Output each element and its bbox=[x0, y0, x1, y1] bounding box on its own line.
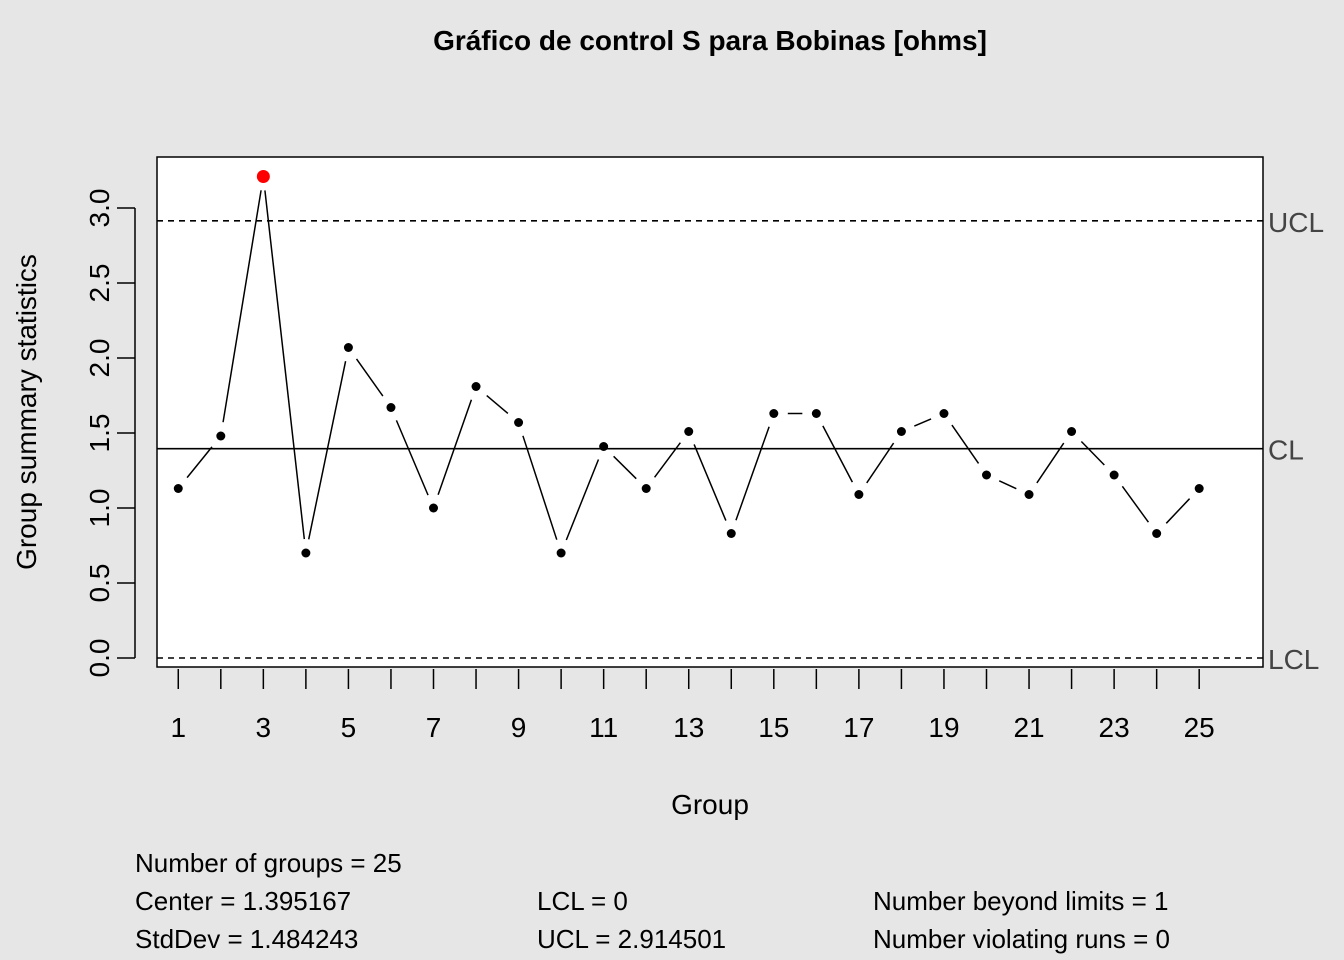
data-point bbox=[896, 427, 906, 436]
series-segment bbox=[522, 435, 558, 540]
series-segment bbox=[395, 420, 429, 496]
series-segment bbox=[437, 399, 473, 496]
series-segment bbox=[653, 442, 681, 478]
stats-lcl: LCL = 0 bbox=[537, 886, 628, 916]
y-tick-label: 1.0 bbox=[84, 489, 115, 528]
series-segment bbox=[1121, 485, 1150, 523]
x-tick-label: 23 bbox=[1099, 712, 1130, 743]
y-tick-label: 1.5 bbox=[84, 414, 115, 453]
series-segment bbox=[914, 418, 932, 427]
stats-stddev: StdDev = 1.484243 bbox=[135, 924, 359, 954]
series-segment bbox=[355, 358, 384, 397]
data-point bbox=[939, 409, 949, 418]
y-tick-label: 0.5 bbox=[84, 564, 115, 603]
series-segment bbox=[613, 455, 637, 480]
series-segment bbox=[222, 190, 262, 423]
x-tick-label: 21 bbox=[1013, 712, 1044, 743]
x-axis-label: Group bbox=[671, 789, 749, 820]
x-tick-label: 11 bbox=[589, 712, 618, 743]
data-point bbox=[556, 548, 566, 558]
cl-label: CL bbox=[1268, 435, 1304, 466]
data-point bbox=[641, 484, 651, 493]
y-tick-label: 2.0 bbox=[84, 339, 115, 378]
y-tick-label: 0.0 bbox=[84, 639, 115, 678]
x-tick-label: 7 bbox=[426, 712, 442, 743]
ucl-label: UCL bbox=[1268, 207, 1324, 238]
data-point bbox=[514, 418, 524, 427]
data-point bbox=[343, 343, 353, 352]
series-segment bbox=[264, 190, 306, 540]
lcl-label: LCL bbox=[1268, 644, 1319, 675]
x-tick-label: 15 bbox=[758, 712, 789, 743]
plot-panel bbox=[156, 156, 1264, 668]
x-tick-label: 3 bbox=[256, 712, 272, 743]
data-point bbox=[684, 427, 694, 436]
data-point bbox=[811, 409, 821, 418]
series-segment bbox=[307, 361, 347, 540]
data-point bbox=[471, 382, 481, 391]
stats-violating-runs: Number violating runs = 0 bbox=[873, 924, 1170, 954]
stats-groups: Number of groups = 25 bbox=[135, 848, 402, 878]
series-segment bbox=[693, 444, 727, 521]
data-point bbox=[1194, 484, 1204, 493]
x-tick-label: 9 bbox=[511, 712, 527, 743]
x-tick-label: 5 bbox=[341, 712, 357, 743]
series-segment bbox=[822, 425, 854, 483]
stats-ucl: UCL = 2.914501 bbox=[537, 924, 727, 954]
series-segment bbox=[486, 394, 509, 415]
series-segment bbox=[1080, 440, 1105, 466]
series-segment bbox=[186, 446, 213, 479]
series-segment bbox=[1165, 498, 1191, 524]
data-point bbox=[769, 409, 779, 418]
stats-beyond-limits: Number beyond limits = 1 bbox=[873, 886, 1169, 916]
data-point bbox=[854, 490, 864, 499]
data-point bbox=[173, 484, 183, 493]
x-tick-label: 25 bbox=[1184, 712, 1215, 743]
data-point bbox=[386, 403, 396, 412]
x-tick-label: 13 bbox=[673, 712, 704, 743]
y-tick-label: 2.5 bbox=[84, 264, 115, 303]
series-segment bbox=[735, 426, 770, 521]
data-point bbox=[982, 470, 991, 480]
data-point bbox=[726, 529, 736, 538]
data-point bbox=[216, 431, 226, 441]
series-segment bbox=[1036, 442, 1065, 484]
data-point bbox=[1152, 529, 1162, 538]
data-point bbox=[301, 548, 311, 558]
y-tick-label: 3.0 bbox=[84, 189, 115, 228]
series-segment bbox=[951, 424, 980, 464]
chart-title: Gráfico de control S para Bobinas [ohms] bbox=[433, 25, 987, 56]
x-tick-label: 17 bbox=[843, 712, 874, 743]
data-point bbox=[1109, 470, 1119, 480]
data-point bbox=[599, 442, 609, 451]
series-segment bbox=[998, 480, 1017, 490]
y-axis-label: Group summary statistics bbox=[11, 254, 42, 570]
series-segment bbox=[565, 459, 600, 541]
data-point bbox=[1067, 427, 1077, 436]
x-tick-label: 19 bbox=[928, 712, 959, 743]
series-segment bbox=[866, 442, 895, 484]
x-tick-label: 1 bbox=[170, 712, 186, 743]
violation-point bbox=[256, 170, 270, 183]
data-point bbox=[429, 503, 438, 513]
stats-center: Center = 1.395167 bbox=[135, 886, 352, 916]
data-point bbox=[1024, 490, 1034, 499]
